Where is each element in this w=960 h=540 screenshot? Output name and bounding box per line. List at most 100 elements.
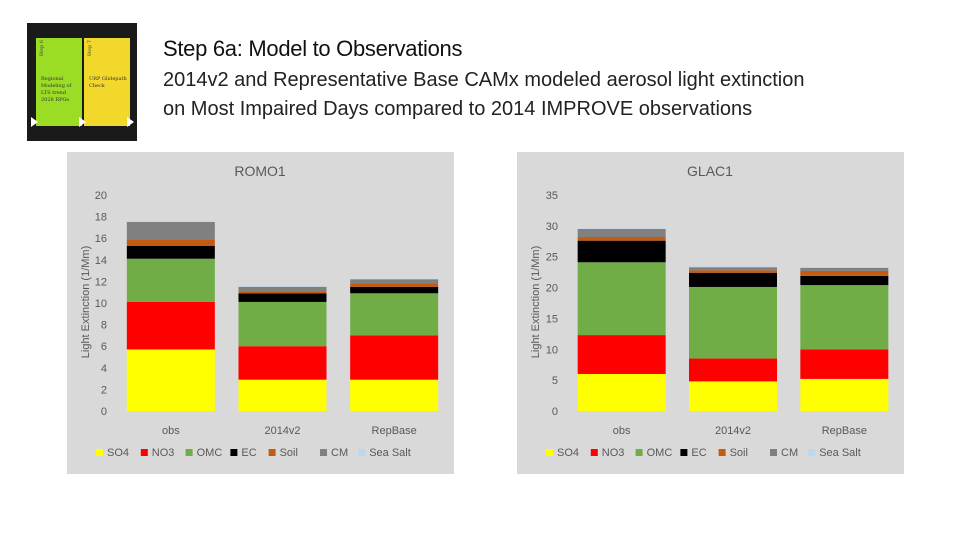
bar-segment-cm bbox=[689, 267, 777, 271]
legend-label: CM bbox=[331, 447, 348, 459]
legend-label: Sea Salt bbox=[819, 447, 861, 459]
bar-segment-omc bbox=[126, 258, 215, 302]
thumbnail-card-step6: Step 6 Regional Modeling of LTS trend 20… bbox=[36, 38, 82, 126]
legend-swatch bbox=[770, 449, 777, 456]
legend-label: Soil bbox=[730, 447, 748, 459]
x-tick-label: 2014v2 bbox=[715, 425, 751, 437]
thumbnail-card-step7: Step 7 URP Glidepath Check bbox=[84, 38, 130, 126]
bar-segment-ec bbox=[577, 240, 666, 263]
y-tick-label: 35 bbox=[546, 190, 558, 202]
y-tick-label: 16 bbox=[95, 233, 107, 245]
y-tick-label: 0 bbox=[552, 406, 558, 418]
legend-label: CM bbox=[781, 447, 798, 459]
x-tick-label: obs bbox=[162, 425, 180, 437]
bar-segment-sea-salt bbox=[350, 278, 439, 280]
y-tick-label: 2 bbox=[101, 384, 107, 396]
x-tick-label: RepBase bbox=[822, 425, 867, 437]
chart-title: GLAC1 bbox=[687, 163, 733, 179]
bar-segment-so4 bbox=[126, 349, 215, 411]
bar-segment-sea-salt bbox=[238, 286, 327, 287]
bar-segment-sea-salt bbox=[689, 266, 777, 268]
bar-segment-soil bbox=[577, 236, 666, 241]
legend-swatch bbox=[140, 449, 148, 456]
bar-segment-no3 bbox=[126, 301, 215, 350]
y-tick-label: 20 bbox=[546, 283, 558, 295]
x-tick-label: RepBase bbox=[372, 425, 417, 437]
y-tick-label: 14 bbox=[95, 255, 107, 267]
x-tick-label: 2014v2 bbox=[264, 425, 300, 437]
legend-swatch bbox=[358, 449, 366, 456]
legend-swatch bbox=[718, 449, 726, 456]
bar-segment-sea-salt bbox=[577, 228, 666, 229]
bar-segment-soil bbox=[800, 270, 889, 276]
bar-segment-so4 bbox=[689, 381, 777, 411]
play-arrow-icon bbox=[31, 117, 38, 127]
legend-label: Soil bbox=[280, 447, 298, 459]
bar-segment-cm bbox=[126, 222, 215, 240]
y-tick-label: 10 bbox=[546, 344, 558, 356]
y-axis-label: Light Extinction (1/Mm) bbox=[80, 246, 92, 358]
bar-segment-soil bbox=[126, 239, 215, 246]
legend-label: OMC bbox=[647, 447, 673, 459]
bar-segment-cm bbox=[238, 286, 327, 292]
legend-swatch bbox=[268, 449, 276, 456]
thumbnail-step-label: Step 7 bbox=[87, 40, 93, 57]
bar-segment-cm bbox=[577, 228, 666, 237]
bar-segment-so4 bbox=[800, 378, 889, 411]
bar-segment-so4 bbox=[350, 379, 439, 411]
legend-label: EC bbox=[241, 447, 256, 459]
legend-swatch bbox=[635, 449, 643, 456]
y-axis-label: Light Extinction (1/Mm) bbox=[530, 246, 542, 358]
play-arrow-icon bbox=[79, 117, 86, 127]
bar-segment-no3 bbox=[350, 335, 439, 380]
y-tick-label: 18 bbox=[95, 212, 107, 224]
y-tick-label: 10 bbox=[95, 298, 107, 310]
bar-segment-sea-salt bbox=[800, 267, 889, 268]
bar-segment-omc bbox=[350, 293, 439, 336]
subtitle-line: on Most Impaired Days compared to 2014 I… bbox=[163, 98, 753, 120]
slide-title: Step 6a: Model to Observations bbox=[163, 36, 463, 61]
y-tick-label: 12 bbox=[95, 276, 107, 288]
legend-label: SO4 bbox=[107, 447, 129, 459]
legend-swatch bbox=[808, 449, 816, 456]
y-tick-label: 0 bbox=[101, 406, 107, 418]
bar-segment-soil bbox=[350, 283, 439, 287]
bar-segment-ec bbox=[238, 293, 327, 302]
legend-swatch bbox=[185, 449, 193, 456]
y-tick-label: 15 bbox=[546, 313, 558, 325]
bar-segment-ec bbox=[689, 272, 777, 287]
y-tick-label: 25 bbox=[546, 252, 558, 264]
chart-legend: SO4 NO3 OMC EC Soil CM Sea Salt bbox=[96, 447, 411, 459]
legend-swatch bbox=[96, 449, 103, 456]
y-tick-label: 4 bbox=[101, 363, 107, 375]
legend-label: NO3 bbox=[602, 447, 625, 459]
bar-segment-no3 bbox=[800, 349, 889, 379]
bar-segment-ec bbox=[800, 275, 889, 286]
legend-label: Sea Salt bbox=[369, 447, 411, 459]
bar-segment-omc bbox=[577, 262, 666, 336]
legend-swatch bbox=[230, 449, 238, 456]
bar-segment-soil bbox=[238, 291, 327, 294]
bar-segment-soil bbox=[689, 270, 777, 273]
bar-segment-so4 bbox=[238, 379, 327, 411]
chart-romo1: ROMO1 0 2 4 6 8 10 12 14 16 18 20 Light Extinction (… bbox=[67, 152, 454, 474]
y-tick-label: 8 bbox=[101, 320, 107, 332]
bar-segment-omc bbox=[800, 285, 889, 350]
y-tick-label: 5 bbox=[552, 375, 558, 387]
slide-thumbnail: Step 6 Regional Modeling of LTS trend 20… bbox=[27, 23, 137, 141]
x-tick-label: obs bbox=[613, 425, 631, 437]
chart-title: ROMO1 bbox=[234, 163, 286, 179]
bar-segment-ec bbox=[350, 286, 439, 294]
legend-label: OMC bbox=[197, 447, 223, 459]
legend-swatch bbox=[320, 449, 327, 456]
bar-segment-omc bbox=[238, 301, 327, 347]
bar-segment-cm bbox=[800, 267, 889, 271]
legend-label: EC bbox=[691, 447, 706, 459]
y-tick-label: 30 bbox=[546, 221, 558, 233]
chart-glac1: GLAC1 0 5 10 15 20 25 30 35 Light Extinction (1/M… bbox=[517, 152, 904, 474]
bar-segment-sea-salt bbox=[126, 221, 215, 222]
bar-segment-no3 bbox=[238, 346, 327, 380]
chart-glac1-svg: GLAC1 0 5 10 15 20 25 30 35 Light Extinction (1/M… bbox=[530, 163, 889, 459]
legend-swatch bbox=[590, 449, 598, 456]
bar-segment-omc bbox=[689, 286, 777, 359]
